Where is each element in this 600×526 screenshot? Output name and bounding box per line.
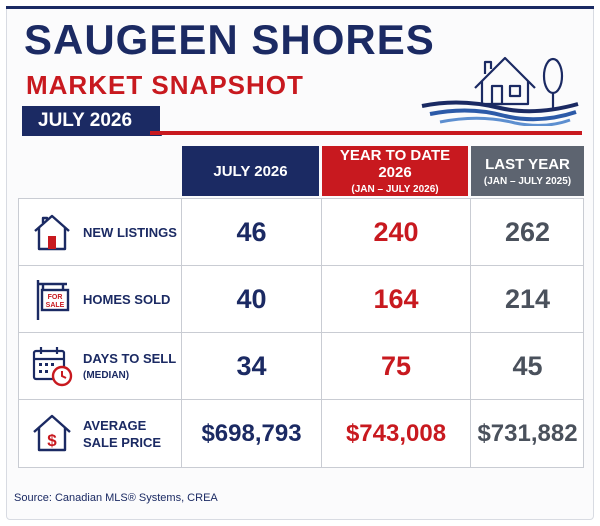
column-divider xyxy=(470,199,471,467)
page-title: SAUGEEN SHORES xyxy=(24,16,435,63)
top-accent-line xyxy=(6,6,594,9)
value-last-year: 214 xyxy=(504,284,551,314)
column-header-month: JULY 2026 xyxy=(182,146,319,196)
row-label: DAYS TO SELL (MEDIAN) xyxy=(83,333,176,400)
row-label: AVERAGE SALE PRICE xyxy=(83,400,161,467)
value-month: 46 xyxy=(236,217,267,247)
banner-stripe xyxy=(150,131,582,135)
row-label-text: AVERAGE xyxy=(83,417,147,433)
sign-text-for: FOR xyxy=(48,294,63,301)
house-dollar-icon: $ xyxy=(33,414,71,452)
column-header-last-year: LAST YEAR (JAN – JULY 2025) xyxy=(471,146,584,196)
value-ytd: $743,008 xyxy=(345,419,447,447)
column-divider xyxy=(181,199,182,467)
table-body: NEW LISTINGS 46 240 262 FOR SALE HOMES S… xyxy=(18,198,584,468)
column-divider xyxy=(321,199,322,467)
row-label-text-2: SALE PRICE xyxy=(83,434,162,450)
calendar-clock-icon xyxy=(32,347,73,387)
row-label-text: DAYS TO SELL xyxy=(83,350,177,366)
for-sale-sign-icon: FOR SALE xyxy=(36,280,70,320)
value-month: 34 xyxy=(236,351,267,381)
row-label-text: NEW LISTINGS xyxy=(83,225,177,240)
column-header-ytd: YEAR TO DATE 2026 (JAN – JULY 2026) xyxy=(322,146,468,196)
column-subtitle: (JAN – JULY 2025) xyxy=(483,175,572,187)
value-last-year: 262 xyxy=(504,217,551,247)
snapshot-table: JULY 2026 YEAR TO DATE 2026 (JAN – JULY … xyxy=(18,146,584,472)
banner-cut xyxy=(150,106,162,136)
table-row-days-to-sell: DAYS TO SELL (MEDIAN) 34 75 45 xyxy=(19,333,583,400)
row-label: HOMES SOLD xyxy=(83,266,170,333)
source-note: Source: Canadian MLS® Systems, CREA xyxy=(14,492,218,504)
column-subtitle: (JAN – JULY 2026) xyxy=(351,184,439,195)
column-title: LAST YEAR xyxy=(485,155,570,173)
month-banner-label: JULY 2026 xyxy=(38,110,133,131)
row-label-text: HOMES SOLD xyxy=(83,292,171,307)
value-ytd: 164 xyxy=(373,284,419,314)
svg-text:$: $ xyxy=(47,431,57,450)
house-waves-logo-icon xyxy=(421,56,579,126)
value-ytd: 75 xyxy=(380,351,412,381)
row-sublabel: (MEDIAN) xyxy=(83,369,130,381)
value-last-year: 45 xyxy=(512,351,543,381)
table-row-average-price: $ AVERAGE SALE PRICE $698,793 $743,008 $… xyxy=(19,400,583,467)
month-banner: JULY 2026 xyxy=(22,106,160,136)
table-row-homes-sold: FOR SALE HOMES SOLD 40 164 214 xyxy=(19,266,583,333)
column-title: YEAR TO DATE 2026 xyxy=(339,147,451,181)
page-subtitle: MARKET SNAPSHOT xyxy=(26,70,304,100)
value-month: $698,793 xyxy=(201,419,302,447)
value-ytd: 240 xyxy=(373,217,419,247)
row-label: NEW LISTINGS xyxy=(83,199,177,266)
value-last-year: $731,882 xyxy=(477,419,578,447)
house-icon xyxy=(34,214,70,251)
value-month: 40 xyxy=(236,284,267,314)
table-row-new-listings: NEW LISTINGS 46 240 262 xyxy=(19,199,583,266)
sign-text-sale: SALE xyxy=(46,302,65,309)
column-title: JULY 2026 xyxy=(213,162,288,180)
